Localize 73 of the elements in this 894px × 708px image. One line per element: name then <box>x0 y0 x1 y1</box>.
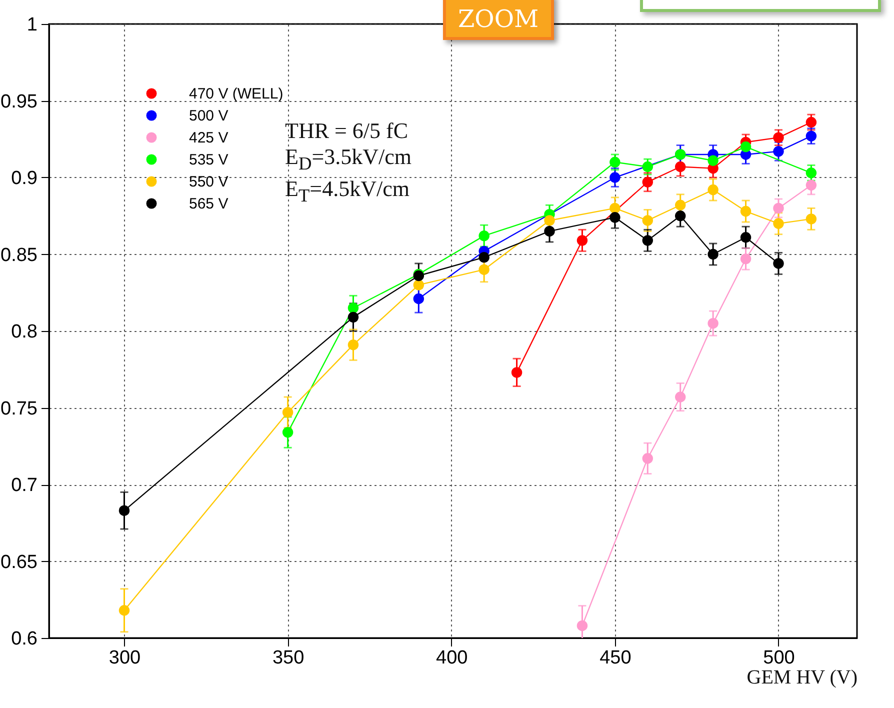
point <box>282 426 294 438</box>
point <box>282 407 294 418</box>
annotation: E$_{D}$=3.5kV/cm <box>285 144 412 174</box>
y-tick-label: 0.9 <box>11 168 38 189</box>
point <box>642 176 653 188</box>
annotation: ZOOM <box>443 0 554 40</box>
point <box>413 280 424 290</box>
point <box>610 202 620 214</box>
legend-label: 470 V (WELL) <box>189 86 284 102</box>
point <box>642 161 653 172</box>
legend-label: 425 V <box>189 130 228 146</box>
x-tick-label: 450 <box>600 648 632 668</box>
y-tick-label: 0.85 <box>0 244 38 266</box>
y-tick-label: 0.7 <box>11 475 38 496</box>
point <box>674 200 686 210</box>
point <box>478 252 490 263</box>
y-tick-label: 0.95 <box>0 91 38 112</box>
x-tick-label: 350 <box>272 648 304 668</box>
point <box>576 235 588 246</box>
point <box>348 302 359 314</box>
point <box>118 505 130 516</box>
annotation: E$_{T}$=4.5kV/cm <box>285 176 410 206</box>
point <box>740 141 752 152</box>
point <box>610 212 620 223</box>
point <box>773 218 784 229</box>
point <box>610 156 620 168</box>
point <box>708 155 718 166</box>
point <box>610 172 620 183</box>
point <box>478 264 490 275</box>
point <box>544 215 555 226</box>
y-tick-label: 0.6 <box>11 628 38 650</box>
point <box>806 130 817 142</box>
point <box>773 258 784 269</box>
point <box>642 453 653 464</box>
x-tick-label: 500 <box>763 648 795 668</box>
point <box>773 202 784 214</box>
point <box>674 210 686 222</box>
point <box>576 620 588 632</box>
point <box>478 230 490 242</box>
point <box>642 235 653 246</box>
point <box>642 215 653 226</box>
point <box>740 206 752 217</box>
point <box>511 367 522 378</box>
point <box>806 214 817 224</box>
point <box>348 312 359 323</box>
point <box>348 339 359 350</box>
point <box>740 232 752 243</box>
x-axis-title: GEM HV (V) <box>746 666 858 688</box>
y-tick-label: 0.8 <box>11 322 38 342</box>
legend-label: 535 V <box>189 152 228 168</box>
legend-label: 565 V <box>189 196 228 212</box>
x-tick-label: 300 <box>108 648 141 668</box>
y-tick-label: 0.65 <box>0 552 38 573</box>
point <box>806 116 817 128</box>
point <box>413 293 424 304</box>
point <box>773 132 784 143</box>
point <box>708 248 718 260</box>
point <box>773 146 784 157</box>
y-tick-label: 0.75 <box>0 398 38 420</box>
annotation: THR = 6/5 fC <box>285 118 408 143</box>
legend-label: 550 V <box>189 174 228 190</box>
point <box>544 226 555 237</box>
point <box>118 605 130 616</box>
point <box>708 184 718 196</box>
point <box>806 180 817 191</box>
point <box>708 318 718 329</box>
point <box>674 392 686 402</box>
point <box>740 254 752 264</box>
y-tick-label: 1 <box>26 14 38 36</box>
legend-label: 500 V <box>189 108 228 124</box>
x-tick-label: 400 <box>436 648 468 668</box>
point <box>674 161 686 172</box>
point <box>806 168 817 178</box>
